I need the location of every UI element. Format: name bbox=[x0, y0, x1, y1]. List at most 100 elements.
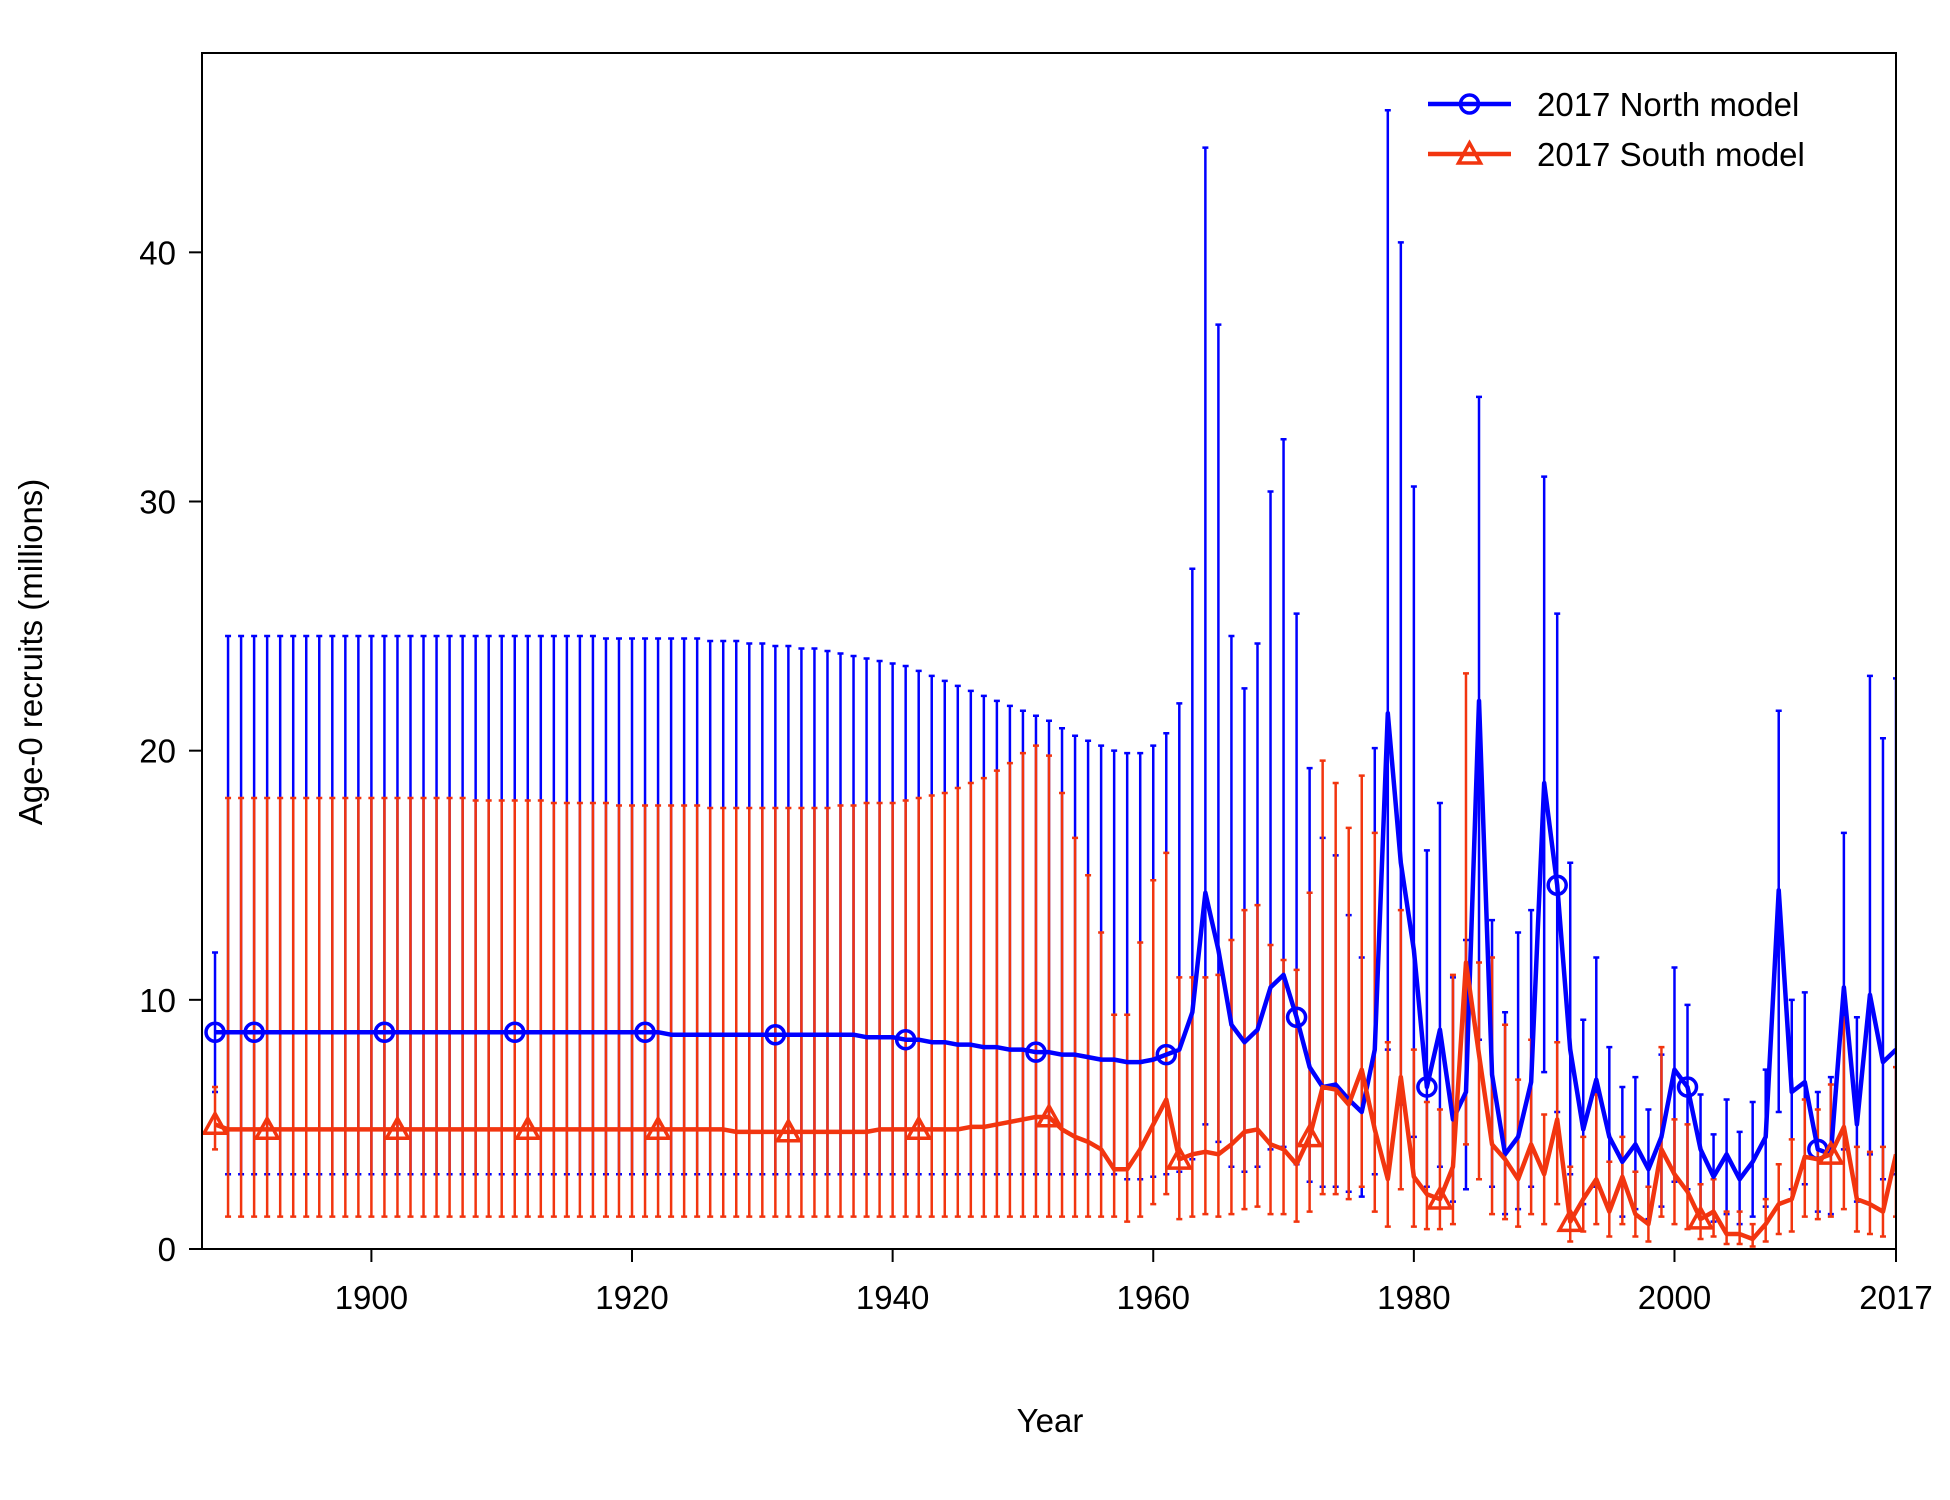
marker bbox=[894, 1028, 917, 1051]
error-bar bbox=[694, 804, 701, 1218]
error-bar bbox=[850, 804, 857, 1218]
legend-label: 2017 South model bbox=[1537, 136, 1805, 173]
error-bar bbox=[1280, 958, 1287, 1216]
error-bar bbox=[941, 791, 948, 1218]
error-bar bbox=[915, 796, 922, 1218]
error-bar bbox=[1137, 941, 1144, 1218]
error-bar bbox=[954, 786, 961, 1218]
marker bbox=[1295, 1122, 1324, 1148]
error-bar bbox=[1606, 1160, 1613, 1238]
error-bar bbox=[1749, 1222, 1756, 1248]
error-bar bbox=[446, 796, 453, 1218]
marker bbox=[644, 1114, 673, 1140]
marker bbox=[513, 1114, 542, 1140]
error-bar bbox=[1319, 759, 1326, 1196]
error-bar bbox=[668, 804, 675, 1218]
error-bar bbox=[1515, 1078, 1522, 1228]
legend-marker bbox=[1458, 93, 1481, 115]
error-bar bbox=[1397, 908, 1404, 1191]
error-bar bbox=[1449, 973, 1456, 1226]
error-bar bbox=[1423, 1100, 1430, 1231]
error-bar bbox=[785, 806, 792, 1218]
error-bar bbox=[733, 806, 740, 1218]
error-bar bbox=[811, 806, 818, 1218]
error-bar bbox=[993, 769, 1000, 1218]
x-tick-label: 2000 bbox=[1638, 1279, 1711, 1316]
error-bar bbox=[1098, 931, 1105, 1218]
error-bar bbox=[342, 796, 349, 1218]
error-bar bbox=[1866, 1150, 1873, 1236]
error-bar bbox=[876, 801, 883, 1218]
marker bbox=[1556, 1206, 1585, 1233]
error-bar bbox=[1879, 1145, 1886, 1238]
marker bbox=[1285, 1006, 1308, 1029]
error-bar bbox=[381, 796, 388, 1218]
error-bar bbox=[212, 1085, 219, 1151]
error-bar bbox=[1059, 791, 1066, 1218]
marker bbox=[1816, 1139, 1845, 1165]
error-bar bbox=[720, 806, 727, 1218]
error-bar bbox=[1306, 891, 1313, 1213]
error-bar bbox=[681, 804, 688, 1218]
error-bar bbox=[355, 796, 362, 1218]
error-bar bbox=[642, 804, 649, 1218]
marker bbox=[1155, 1043, 1178, 1066]
error-bar bbox=[1502, 1023, 1509, 1221]
series-line bbox=[215, 698, 1896, 1182]
error-bar bbox=[1072, 836, 1079, 1218]
error-bar bbox=[655, 804, 662, 1218]
error-bar bbox=[524, 799, 531, 1218]
y-axis-label: Age-0 recruits (millions) bbox=[12, 479, 49, 826]
error-bar bbox=[1723, 1210, 1730, 1246]
error-bar bbox=[1710, 1177, 1717, 1238]
x-tick-label: 2017 bbox=[1859, 1279, 1932, 1316]
marker bbox=[1165, 1144, 1194, 1170]
error-bar bbox=[1384, 1040, 1391, 1228]
marker bbox=[204, 1021, 226, 1043]
error-bar bbox=[1046, 754, 1052, 1218]
error-bar bbox=[1202, 976, 1209, 1216]
error-bar bbox=[420, 796, 427, 1218]
error-bar bbox=[251, 796, 258, 1218]
marker bbox=[1035, 1102, 1063, 1128]
error-bar bbox=[1775, 1163, 1782, 1236]
marker bbox=[373, 1021, 396, 1043]
error-bar bbox=[967, 781, 974, 1218]
marker bbox=[1416, 1076, 1438, 1098]
error-bar bbox=[1176, 976, 1183, 1221]
marker bbox=[1025, 1041, 1047, 1063]
error-bar bbox=[928, 794, 935, 1218]
error-bar bbox=[368, 796, 375, 1218]
error-bar bbox=[1893, 677, 1896, 1176]
error-bar bbox=[772, 806, 779, 1218]
error-bar bbox=[264, 796, 271, 1218]
error-bar bbox=[277, 796, 284, 1218]
error-bar bbox=[1345, 826, 1352, 1201]
error-bar bbox=[615, 804, 622, 1218]
error-bar bbox=[602, 801, 609, 1218]
x-axis-label: Year bbox=[1017, 1402, 1084, 1439]
error-bar bbox=[1893, 1065, 1896, 1218]
marker bbox=[202, 1109, 230, 1135]
error-bar bbox=[1788, 1138, 1795, 1233]
marker bbox=[1425, 1184, 1454, 1210]
plot-frame bbox=[201, 52, 1897, 1250]
y-tick-label: 20 bbox=[139, 733, 176, 770]
error-bar bbox=[485, 799, 492, 1218]
marker bbox=[1676, 1076, 1699, 1098]
error-bar bbox=[238, 796, 245, 1218]
error-bar bbox=[902, 799, 909, 1218]
error-bar bbox=[824, 806, 831, 1218]
error-bar bbox=[472, 799, 479, 1218]
legend-marker bbox=[1455, 139, 1484, 165]
error-bar bbox=[1006, 761, 1013, 1218]
error-bar bbox=[759, 806, 766, 1218]
x-tick-label: 1960 bbox=[1117, 1279, 1190, 1316]
error-bar bbox=[407, 796, 414, 1218]
marker bbox=[243, 1021, 265, 1043]
marker bbox=[383, 1114, 412, 1140]
error-bar bbox=[459, 796, 466, 1218]
y-tick-label: 30 bbox=[139, 484, 176, 521]
x-tick-label: 1980 bbox=[1377, 1279, 1450, 1316]
